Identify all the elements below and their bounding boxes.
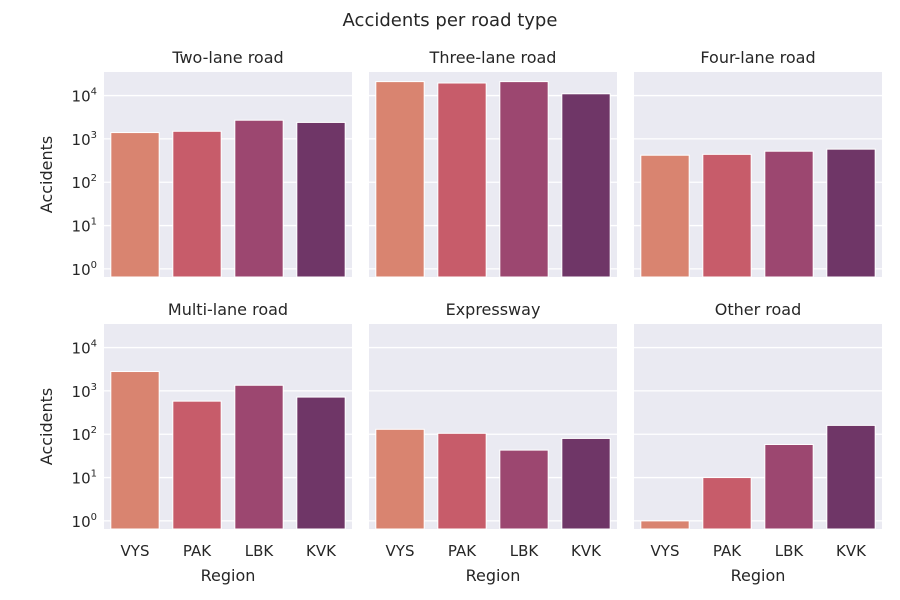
panel-other-road: Other road VYS PAK LBK KVK Region [634, 300, 882, 585]
bar-vys [640, 154, 690, 278]
bar-pak [172, 400, 222, 530]
y-tick-label: 100 [72, 512, 97, 531]
y-tick-label: 104 [72, 87, 97, 106]
panel-title: Expressway [446, 300, 541, 319]
x-tick-label: KVK [306, 542, 337, 560]
y-tick-label: 100 [72, 260, 97, 279]
panel-multi-lane-road: Multi-lane road 100 101 102 103 104 Accidents V… [37, 300, 352, 585]
panel-title: Multi-lane road [168, 300, 288, 319]
panel-title: Two-lane road [171, 48, 283, 67]
x-tick-label: PAK [448, 542, 477, 560]
bar-vys [640, 520, 690, 530]
panel-title: Other road [715, 300, 802, 319]
x-tick-label: VYS [121, 542, 150, 560]
bar-pak [437, 82, 487, 278]
x-axis-label: Region [466, 566, 521, 585]
bar-kvk [826, 424, 876, 530]
panel-title: Three-lane road [429, 48, 557, 67]
x-axis-label: Region [201, 566, 256, 585]
panels: Two-lane road 100 101 102 103 104 Accidents Thr… [37, 48, 882, 585]
bar-lbk [234, 384, 284, 530]
bar-pak [437, 432, 487, 530]
bar-vys [375, 81, 425, 278]
y-tick-label: 102 [72, 173, 97, 192]
x-tick-label: VYS [386, 542, 415, 560]
bar-lbk [764, 443, 814, 530]
x-tick-label: KVK [836, 542, 867, 560]
y-tick-label: 104 [72, 339, 97, 358]
x-tick-label: LBK [245, 542, 275, 560]
panel-three-lane-road: Three-lane road [369, 48, 617, 278]
bar-lbk [764, 150, 814, 278]
bar-kvk [826, 148, 876, 278]
x-axis-label: Region [731, 566, 786, 585]
chart-title: Accidents per road type [343, 10, 558, 31]
bar-pak [702, 477, 752, 530]
y-axis-label: Accidents [37, 136, 56, 213]
x-tick-label: KVK [571, 542, 602, 560]
y-tick-label: 103 [72, 382, 97, 401]
panel-expressway: Expressway VYS PAK LBK KVK Region [369, 300, 617, 585]
bar-kvk [296, 121, 346, 278]
bar-vys [375, 428, 425, 530]
y-tick-label: 101 [72, 469, 97, 488]
panel-two-lane-road: Two-lane road 100 101 102 103 104 Accidents [37, 48, 352, 279]
bar-kvk [561, 93, 611, 278]
bar-lbk [499, 449, 549, 530]
x-tick-label: PAK [183, 542, 212, 560]
bar-pak [172, 130, 222, 278]
x-tick-label: PAK [713, 542, 742, 560]
y-tick-label: 102 [72, 425, 97, 444]
bar-lbk [234, 119, 284, 278]
y-axis-label: Accidents [37, 388, 56, 465]
bar-kvk [561, 437, 611, 530]
x-tick-label: LBK [775, 542, 805, 560]
bar-vys [110, 132, 160, 278]
panel-title: Four-lane road [700, 48, 815, 67]
bar-lbk [499, 81, 549, 278]
x-tick-label: VYS [651, 542, 680, 560]
x-tick-label: LBK [510, 542, 540, 560]
panel-four-lane-road: Four-lane road [634, 48, 882, 278]
y-tick-label: 101 [72, 217, 97, 236]
y-tick-label: 103 [72, 130, 97, 149]
bar-kvk [296, 396, 346, 530]
bar-pak [702, 153, 752, 278]
bar-vys [110, 371, 160, 530]
